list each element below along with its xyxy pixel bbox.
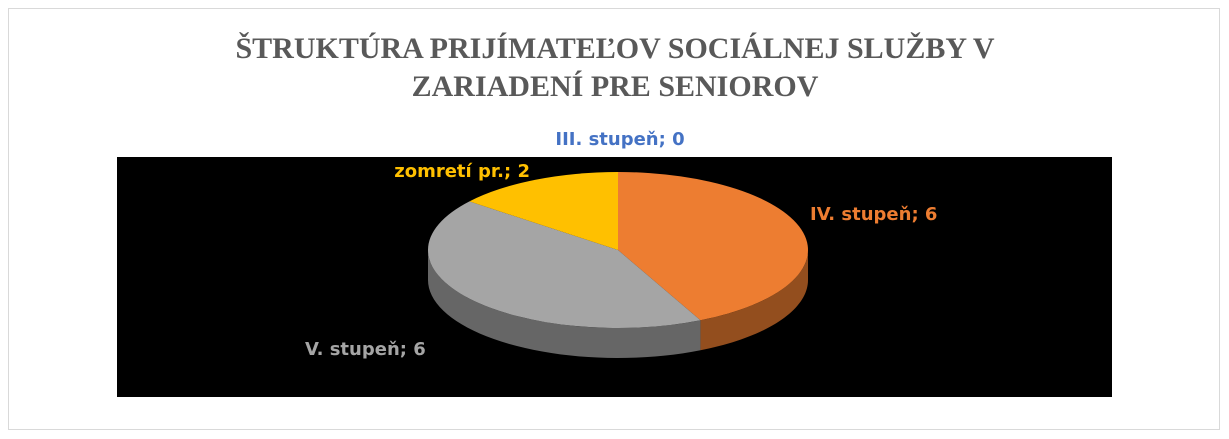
pie-slice-side bbox=[428, 250, 701, 358]
data-label: zomretí pr.; 2 bbox=[394, 161, 530, 182]
pie-slice bbox=[469, 172, 618, 250]
data-label: IV. stupeň; 6 bbox=[810, 204, 937, 225]
pie-slice-side bbox=[700, 250, 808, 351]
data-label: III. stupeň; 0 bbox=[555, 129, 684, 150]
chart-title: ŠTRUKTÚRA PRIJÍMATEĽOV SOCIÁLNEJ SLUŽBY … bbox=[235, 32, 994, 103]
pie-slice bbox=[427, 201, 701, 328]
data-label: V. stupeň; 6 bbox=[305, 339, 426, 360]
pie-slice bbox=[618, 172, 809, 321]
